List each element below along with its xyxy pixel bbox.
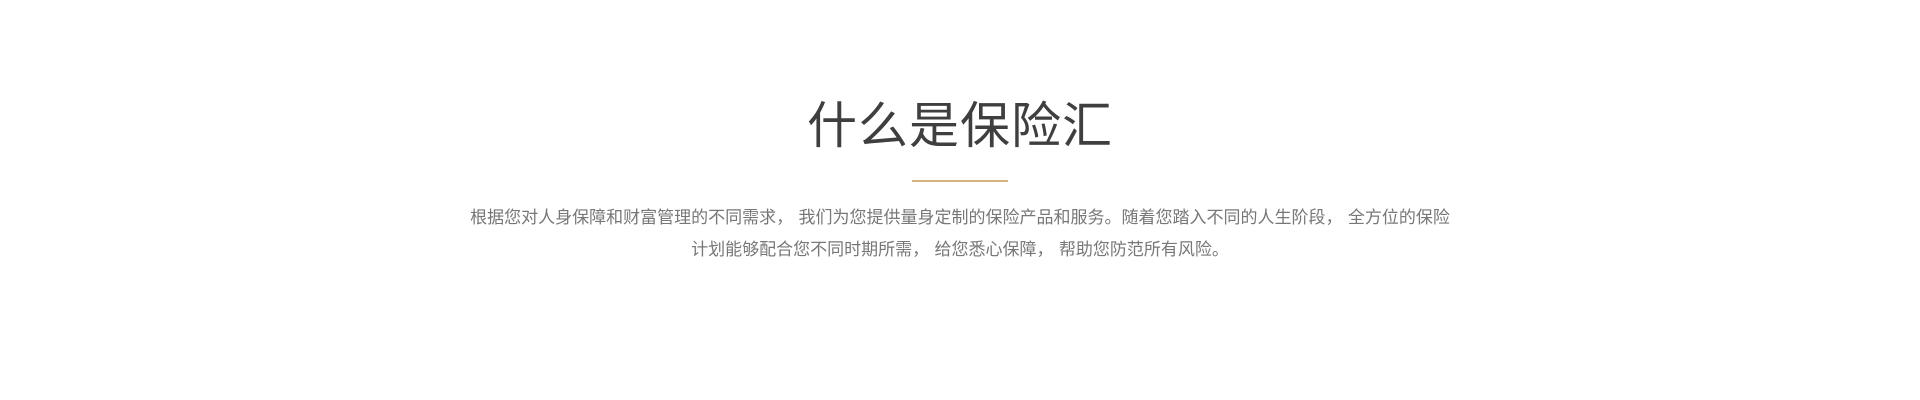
description-line: 根据您对人身保障和财富管理的不同需求， 我们为您提供量身定制的保险产品和服务。随… [470,208,1450,228]
section-description: 根据您对人身保障和财富管理的不同需求， 我们为您提供量身定制的保险产品和服务。随… [440,202,1480,266]
section-title: 什么是保险汇 [807,97,1113,155]
description-line: 计划能够配合您不同时期所需， 给您悉心保障， 帮助您防范所有风险。 [691,240,1229,260]
title-divider [912,180,1008,182]
